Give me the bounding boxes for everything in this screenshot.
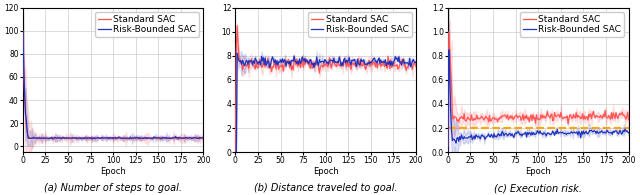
- Risk-Bounded SAC: [85, 137, 93, 139]
- Standard SAC: [19, 30, 27, 32]
- Standard SAC: [298, 57, 306, 59]
- Line: Risk-Bounded SAC: Risk-Bounded SAC: [448, 50, 628, 152]
- Standard SAC: [543, 115, 550, 117]
- Line: Risk-Bounded SAC: Risk-Bounded SAC: [23, 31, 204, 139]
- Standard SAC: [95, 137, 102, 139]
- Line: Standard SAC: Standard SAC: [23, 31, 204, 139]
- Risk-Bounded SAC: [35, 136, 43, 139]
- Legend: Standard SAC, Risk-Bounded SAC: Standard SAC, Risk-Bounded SAC: [520, 12, 624, 37]
- Standard SAC: [234, 25, 241, 27]
- Risk-Bounded SAC: [308, 63, 316, 66]
- Line: Standard SAC: Standard SAC: [236, 26, 416, 152]
- Standard SAC: [232, 49, 240, 51]
- Risk-Bounded SAC: [625, 131, 632, 134]
- Standard SAC: [444, 145, 452, 147]
- Risk-Bounded SAC: [412, 60, 420, 63]
- X-axis label: Epoch: Epoch: [313, 167, 339, 176]
- Standard SAC: [521, 115, 529, 117]
- Standard SAC: [35, 137, 43, 140]
- Risk-Bounded SAC: [88, 138, 96, 140]
- X-axis label: Epoch: Epoch: [525, 167, 551, 176]
- Standard SAC: [445, 31, 452, 33]
- Risk-Bounded SAC: [200, 137, 207, 139]
- Standard SAC: [232, 151, 239, 153]
- Standard SAC: [397, 61, 405, 64]
- Risk-Bounded SAC: [118, 137, 125, 139]
- Risk-Bounded SAC: [96, 137, 104, 139]
- Risk-Bounded SAC: [397, 64, 405, 66]
- Standard SAC: [116, 137, 124, 140]
- Risk-Bounded SAC: [232, 151, 239, 153]
- Risk-Bounded SAC: [611, 131, 618, 134]
- Standard SAC: [330, 59, 338, 62]
- Risk-Bounded SAC: [234, 52, 241, 55]
- Standard SAC: [461, 119, 469, 122]
- Standard SAC: [20, 66, 28, 69]
- Risk-Bounded SAC: [543, 135, 550, 137]
- Standard SAC: [200, 136, 207, 139]
- Risk-Bounded SAC: [249, 63, 257, 66]
- Standard SAC: [511, 115, 518, 118]
- Line: Standard SAC: Standard SAC: [448, 32, 628, 146]
- Risk-Bounded SAC: [511, 133, 518, 135]
- Text: (a) Number of steps to goal.: (a) Number of steps to goal.: [44, 183, 182, 193]
- Risk-Bounded SAC: [461, 137, 469, 139]
- Risk-Bounded SAC: [445, 49, 452, 51]
- Line: Risk-Bounded SAC: Risk-Bounded SAC: [236, 53, 416, 152]
- Standard SAC: [308, 67, 316, 70]
- Standard SAC: [85, 137, 93, 139]
- Risk-Bounded SAC: [330, 57, 338, 59]
- Text: (b) Distance traveled to goal.: (b) Distance traveled to goal.: [254, 183, 397, 193]
- Risk-Bounded SAC: [20, 67, 28, 70]
- Risk-Bounded SAC: [185, 137, 193, 139]
- Risk-Bounded SAC: [232, 151, 240, 153]
- X-axis label: Epoch: Epoch: [100, 167, 126, 176]
- Standard SAC: [185, 136, 193, 139]
- Risk-Bounded SAC: [446, 73, 454, 75]
- Standard SAC: [412, 65, 420, 68]
- Legend: Standard SAC, Risk-Bounded SAC: Standard SAC, Risk-Bounded SAC: [308, 12, 412, 37]
- Standard SAC: [156, 138, 164, 141]
- Legend: Standard SAC, Risk-Bounded SAC: Standard SAC, Risk-Bounded SAC: [95, 12, 199, 37]
- Standard SAC: [625, 119, 632, 121]
- Risk-Bounded SAC: [521, 132, 529, 135]
- Risk-Bounded SAC: [444, 151, 452, 153]
- Standard SAC: [446, 49, 454, 51]
- Standard SAC: [611, 115, 618, 117]
- Risk-Bounded SAC: [298, 56, 306, 58]
- Risk-Bounded SAC: [19, 30, 27, 32]
- Text: (c) Execution risk.: (c) Execution risk.: [494, 183, 582, 193]
- Standard SAC: [249, 63, 257, 65]
